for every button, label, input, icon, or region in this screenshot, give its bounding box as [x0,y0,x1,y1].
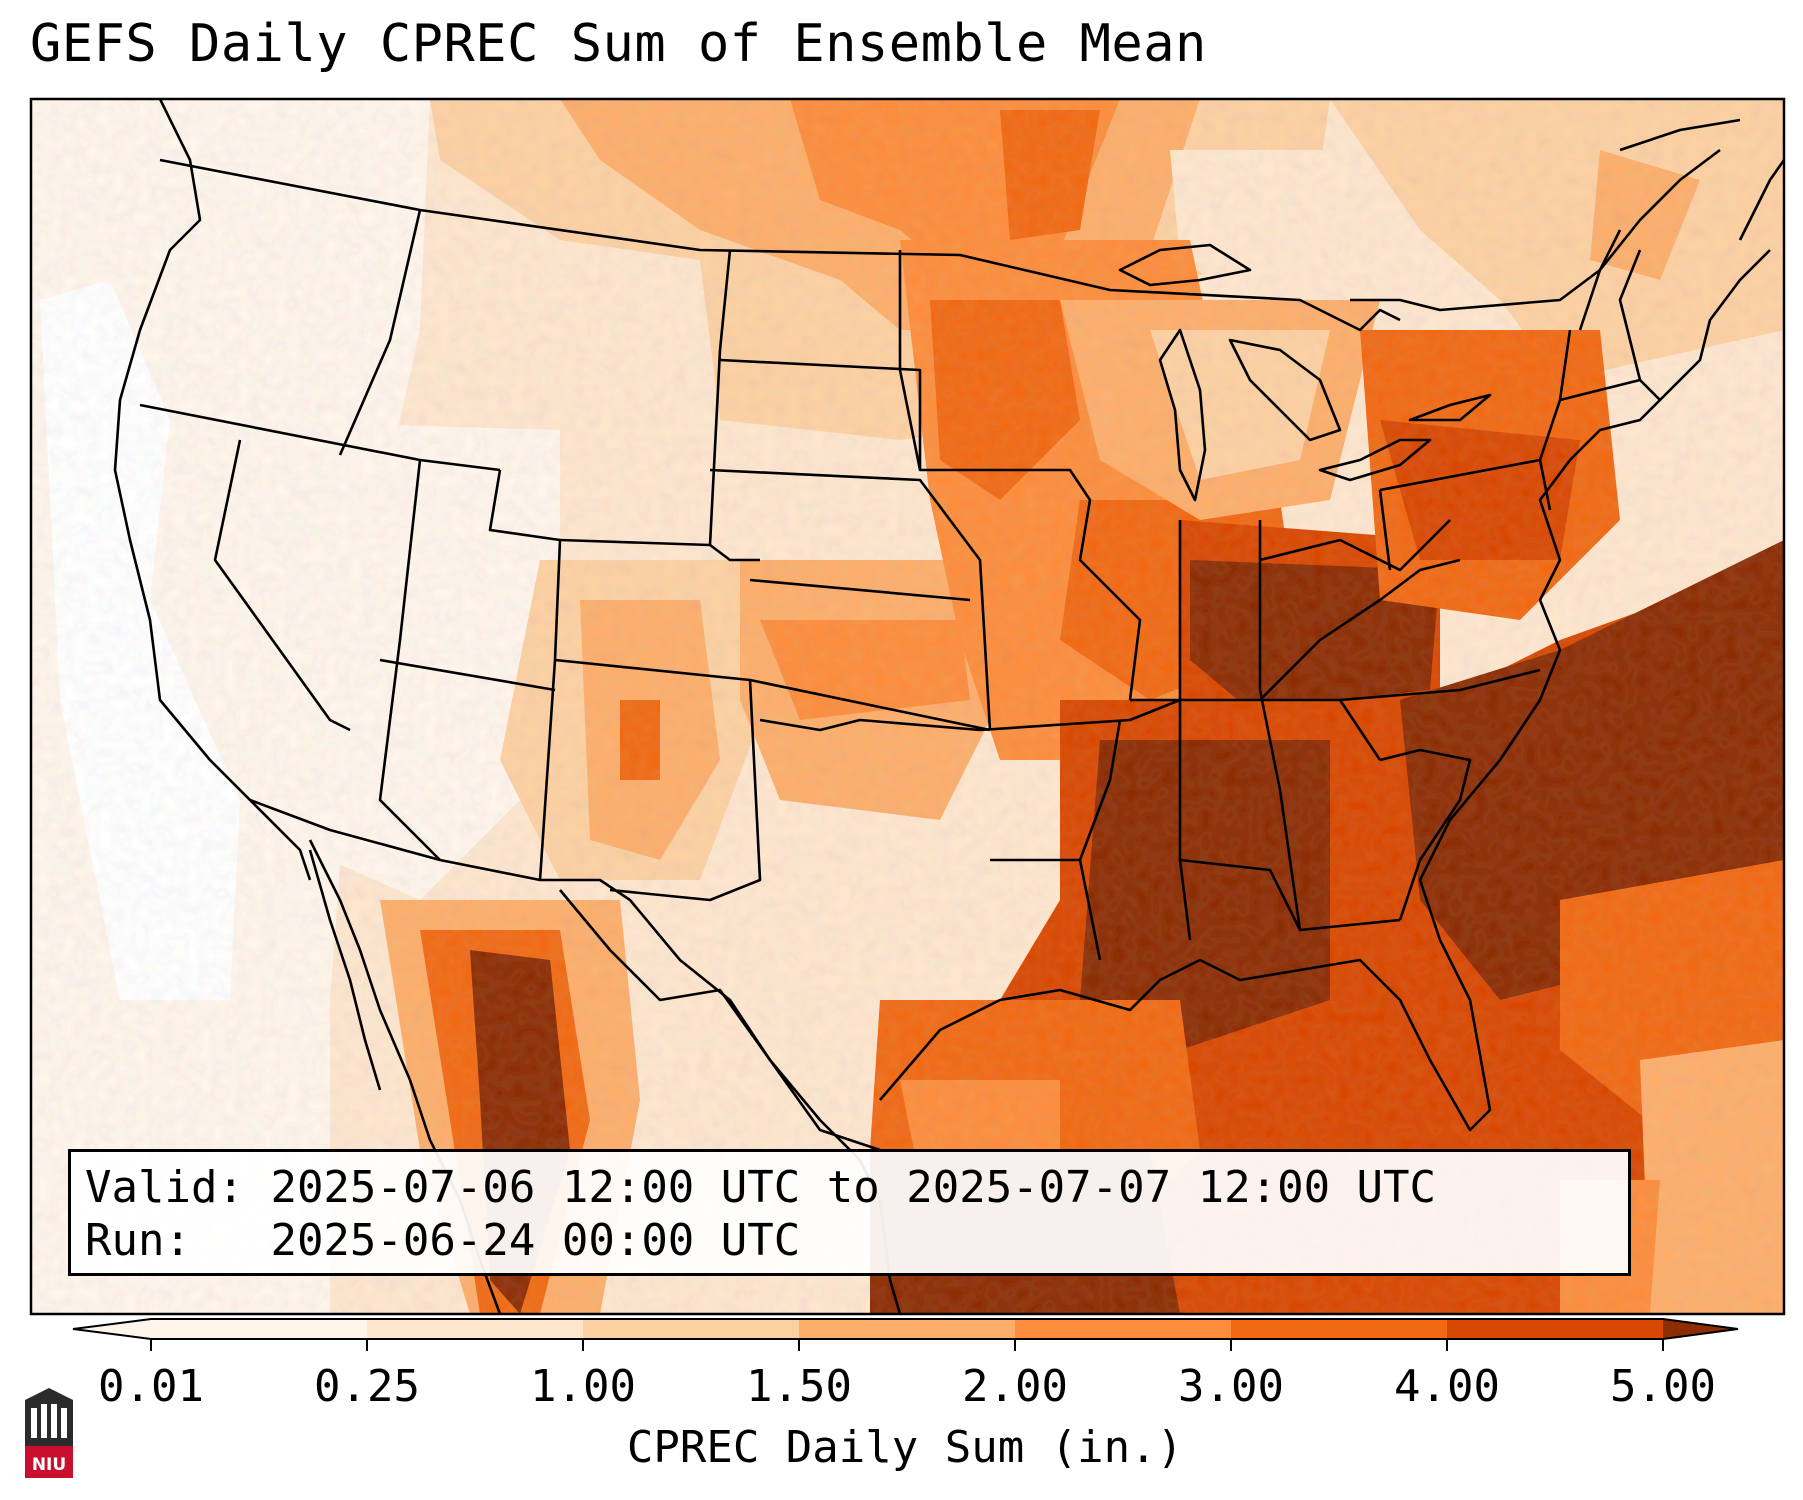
colorbar-tick-label: 1.50 [746,1361,852,1412]
colorbar [72,1318,1739,1351]
map-title: GEFS Daily CPREC Sum of Ensemble Mean [30,14,1207,74]
niu-logo-icon: NIU [25,1388,73,1478]
valid-value: 2025-07-06 12:00 UTC to 2025-07-07 12:00… [270,1162,1437,1213]
colorbar-tick-label: 3.00 [1178,1361,1284,1412]
run-value: 2025-06-24 00:00 UTC [270,1215,801,1266]
colorbar-segment [1447,1319,1664,1339]
colorbar-title: CPREC Daily Sum (in.) [626,1422,1184,1473]
colorbar-tick-label: 4.00 [1394,1361,1500,1412]
colorbar-segment [1231,1319,1448,1339]
colorbar-segment [799,1319,1016,1339]
logo-text: NIU [32,1455,66,1475]
coastlines-borders [113,99,1784,1314]
colorbar-tick-label: 2.00 [962,1361,1068,1412]
run-label: Run: [85,1215,191,1266]
colorbar-segment [367,1319,584,1339]
valid-label: Valid: [85,1162,244,1213]
colorbar-tick-label: 0.25 [314,1361,420,1412]
precip-field [31,99,1784,1314]
colorbar-segment [583,1319,800,1339]
colorbar-tick-label: 1.00 [530,1361,636,1412]
validity-info-box: Valid: 2025-07-06 12:00 UTC to 2025-07-0… [68,1149,1631,1276]
colorbar-tick-label: 5.00 [1610,1361,1716,1412]
colorbar-tick-label: 0.01 [98,1361,204,1412]
colorbar-extend-high [1663,1319,1738,1339]
map-frame [29,97,1786,1316]
colorbar-extend-low [73,1319,151,1339]
colorbar-segment [1015,1319,1232,1339]
colorbar-segment [151,1319,368,1339]
